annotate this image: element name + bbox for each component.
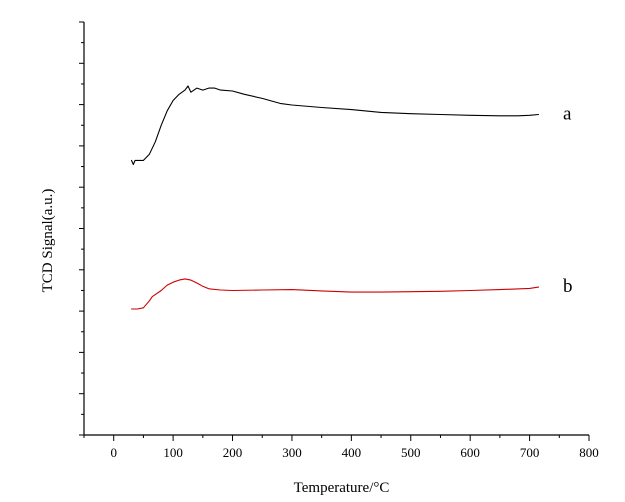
x-axis-title: Temperature/°C — [294, 480, 390, 496]
x-tick-label: 100 — [163, 445, 183, 460]
x-tick-label: 0 — [110, 445, 117, 460]
series-group — [130, 85, 540, 310]
y-ticks — [79, 21, 84, 436]
x-tick-label: 500 — [401, 445, 421, 460]
x-tick-label: 800 — [579, 445, 599, 460]
x-tick-label: 200 — [223, 445, 243, 460]
x-tick-label: 700 — [520, 445, 540, 460]
x-tick-label: 600 — [460, 445, 480, 460]
x-ticks: 0 100 200 300 400 500 600 700 800 — [83, 435, 599, 460]
x-tick-label: 300 — [282, 445, 302, 460]
series-labels: ab — [563, 104, 573, 298]
series-label-b: b — [563, 276, 573, 297]
series-label-a: a — [563, 104, 572, 125]
x-tick-label: 400 — [342, 445, 362, 460]
series-line-b — [130, 278, 540, 310]
y-axis-title: TCD Signal(a.u.) — [40, 189, 56, 293]
series-line-a — [130, 85, 540, 166]
axes: 0 100 200 300 400 500 600 700 800 — [79, 21, 599, 460]
